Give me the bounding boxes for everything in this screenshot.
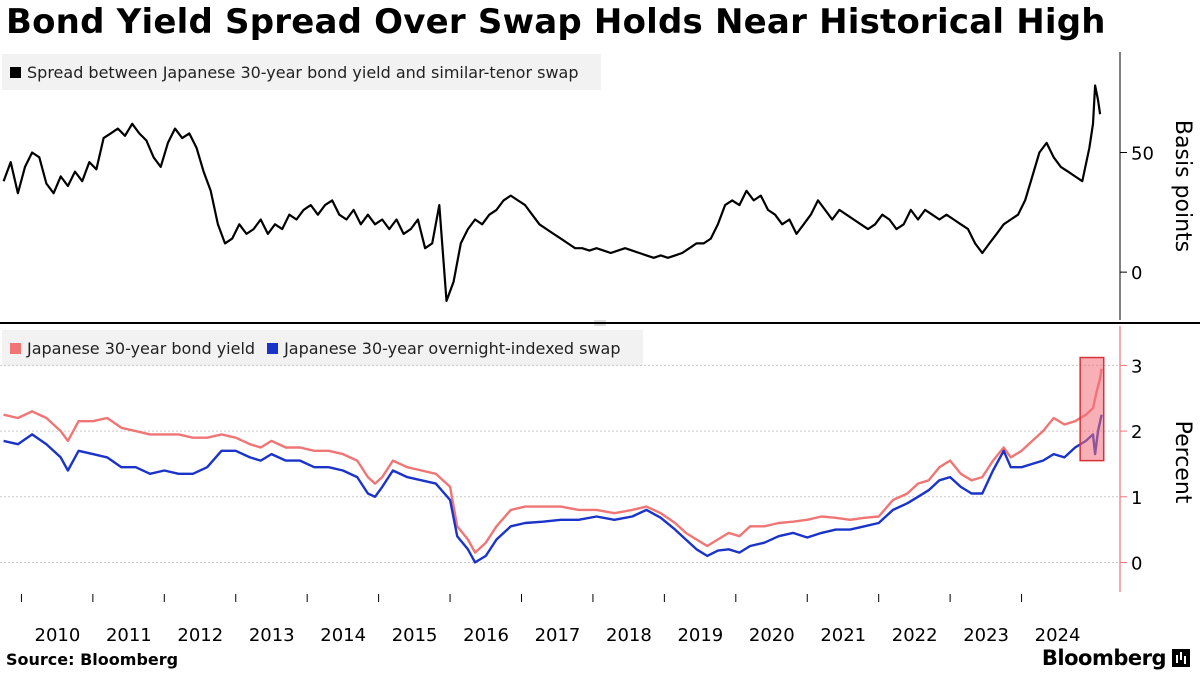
x-tick-label: 2019	[677, 625, 723, 645]
bottom-chart-legend: Japanese 30-year bond yield Japanese 30-…	[2, 330, 643, 366]
x-tick-label: 2021	[820, 625, 866, 645]
bond-yield-series-line	[3, 368, 1103, 554]
bloomberg-mark-icon	[1172, 649, 1190, 667]
x-tick-label: 2012	[177, 625, 223, 645]
bottom-y-tick-label: 3	[1131, 356, 1142, 377]
x-tick-label: 2016	[463, 625, 509, 645]
legend-item-swap: Japanese 30-year overnight-indexed swap	[267, 338, 621, 358]
bottom-panel: 0 1 2 3 Percent	[0, 326, 1195, 592]
legend-label-spread: Spread between Japanese 30-year bond yie…	[27, 62, 579, 82]
top-panel: 0 50 Basis points	[0, 52, 1200, 326]
x-axis: 2010 2011 2012 2013 2014 2015 2016 2017 2018 2019…	[20, 594, 1081, 645]
bottom-y-tick-label: 1	[1131, 488, 1142, 509]
chart-canvas: 0 50 Basis points 0 1 2 3 Percent 2010 2011 2012…	[0, 52, 1200, 645]
top-y-tick-label: 50	[1131, 144, 1154, 165]
x-tick-label: 2010	[35, 625, 81, 645]
bottom-y-tick-label: 0	[1131, 553, 1142, 574]
brand-name: Bloomberg	[1041, 646, 1167, 670]
legend-label-swap: Japanese 30-year overnight-indexed swap	[284, 338, 621, 358]
top-chart-legend: Spread between Japanese 30-year bond yie…	[2, 54, 601, 90]
legend-item-bond: Japanese 30-year bond yield	[10, 339, 255, 358]
x-tick-label: 2024	[1035, 625, 1081, 645]
bond-swatch-icon	[10, 342, 21, 354]
x-tick-label: 2022	[892, 625, 938, 645]
x-tick-label: 2013	[249, 625, 295, 645]
swap-series-line	[3, 414, 1103, 564]
legend-item-spread: Spread between Japanese 30-year bond yie…	[10, 63, 579, 82]
highlight-box	[1079, 356, 1105, 462]
bottom-y-axis-label: Percent	[1170, 421, 1195, 504]
chart-title: Bond Yield Spread Over Swap Holds Near H…	[6, 2, 1106, 42]
bottom-y-tick-label: 2	[1131, 422, 1142, 443]
x-tick-label: 2011	[106, 625, 152, 645]
swap-swatch-icon	[267, 342, 279, 354]
legend-label-bond: Japanese 30-year bond yield	[27, 338, 256, 358]
spread-series-line	[2, 84, 1102, 302]
x-tick-label: 2018	[606, 625, 652, 645]
top-y-tick-label: 0	[1131, 263, 1142, 284]
spread-swatch-icon	[10, 66, 21, 78]
x-tick-label: 2014	[320, 625, 366, 645]
source-note: Source: Bloomberg	[6, 650, 179, 669]
x-tick-label: 2015	[392, 625, 438, 645]
x-tick-label: 2020	[749, 625, 795, 645]
top-y-axis-label: Basis points	[1170, 120, 1195, 252]
x-tick-label: 2017	[535, 625, 581, 645]
bloomberg-logo: Bloomberg	[1042, 646, 1190, 670]
x-tick-label: 2023	[963, 625, 1009, 645]
